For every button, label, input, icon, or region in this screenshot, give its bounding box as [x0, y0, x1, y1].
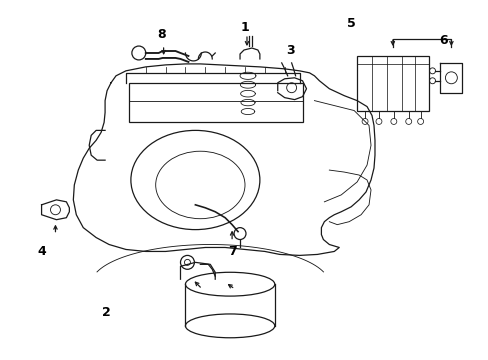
Text: 1: 1	[240, 21, 248, 33]
Bar	[356, 56, 427, 111]
Text: 7: 7	[227, 245, 236, 258]
Text: 6: 6	[438, 34, 447, 47]
Bar	[129, 83, 302, 122]
Text: 8: 8	[157, 28, 166, 41]
Text: 4: 4	[37, 245, 46, 258]
Text: 3: 3	[285, 44, 294, 57]
Text: 5: 5	[346, 17, 355, 30]
Text: 2: 2	[102, 306, 110, 319]
